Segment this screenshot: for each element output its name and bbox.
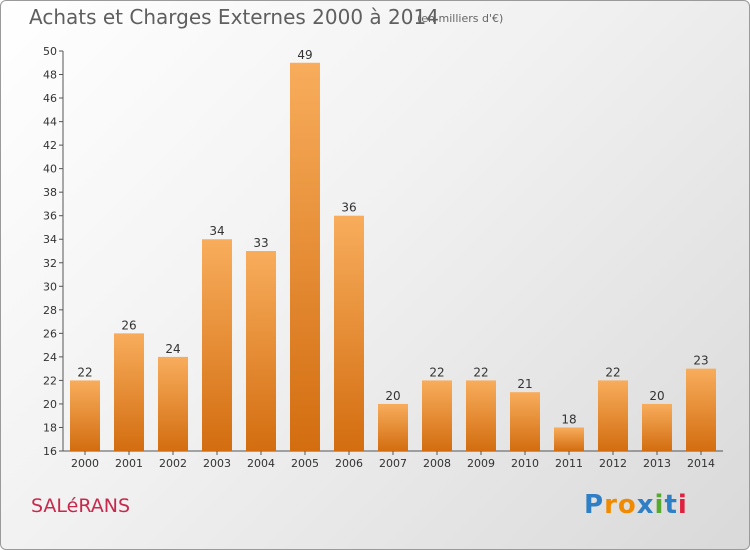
- y-tick-label: 32: [43, 257, 57, 270]
- bar: [554, 427, 584, 451]
- y-tick-label: 20: [43, 398, 57, 411]
- bar: [422, 380, 452, 451]
- bar-value-label: 26: [121, 318, 136, 332]
- logo-letter: i: [677, 490, 688, 520]
- y-tick-label: 28: [43, 304, 57, 317]
- chart-title: Achats et Charges Externes 2000 à 2014: [29, 5, 439, 29]
- bar: [598, 380, 628, 451]
- x-tick-label: 2007: [379, 457, 407, 470]
- y-axis: 16 18 20 22 24 26 28 30 32 34 36 38 40 42 44 46 48 50: [43, 45, 64, 458]
- x-tick-label: 2014: [687, 457, 715, 470]
- y-tick-label: 46: [43, 92, 57, 105]
- x-tick-label: 2005: [291, 457, 319, 470]
- bar-value-label: 22: [77, 365, 92, 379]
- y-tick-label: 26: [43, 327, 57, 340]
- commune-name: SALéRANS: [31, 495, 131, 517]
- y-tick-label: 24: [43, 351, 57, 364]
- y-tick-label: 22: [43, 374, 57, 387]
- x-tick-label: 2012: [599, 457, 627, 470]
- x-tick-label: 2003: [203, 457, 231, 470]
- x-tick-label: 2010: [511, 457, 539, 470]
- bar: [246, 251, 276, 451]
- bar: [334, 215, 364, 451]
- x-tick-label: 2006: [335, 457, 363, 470]
- logo-letter: o: [617, 490, 637, 520]
- x-tick-label: 2001: [115, 457, 143, 470]
- bar: [686, 368, 716, 451]
- logo-letter: i: [654, 490, 665, 520]
- x-tick-label: 2009: [467, 457, 495, 470]
- bar: [70, 380, 100, 451]
- x-tick-label: 2011: [555, 457, 583, 470]
- bar: [158, 356, 188, 451]
- bar-value-label: 24: [165, 342, 180, 356]
- bar-value-label: 34: [209, 224, 224, 238]
- proxiti-logo[interactable]: Proxiti: [584, 490, 688, 520]
- x-tick-label: 2004: [247, 457, 275, 470]
- logo-letter: x: [636, 490, 655, 520]
- bar-value-label: 20: [649, 389, 664, 403]
- bar-value-label: 23: [693, 354, 708, 368]
- value-labels: 22 26 24 34 33 49 36 20 22 22 21 18 22 20 23: [77, 48, 708, 427]
- y-tick-label: 34: [43, 233, 57, 246]
- bars: [70, 62, 716, 451]
- bar: [466, 380, 496, 451]
- bar-value-label: 22: [605, 365, 620, 379]
- x-tick-label: 2008: [423, 457, 451, 470]
- y-tick-label: 16: [43, 445, 57, 458]
- y-tick-label: 44: [43, 116, 57, 129]
- x-tick-label: 2013: [643, 457, 671, 470]
- bar-value-label: 33: [253, 236, 268, 250]
- bar: [510, 392, 540, 451]
- y-tick-label: 42: [43, 139, 57, 152]
- bar: [642, 403, 672, 451]
- logo-letter: t: [664, 490, 678, 520]
- y-tick-label: 40: [43, 163, 57, 176]
- bar-value-label: 20: [385, 389, 400, 403]
- chart-unit: (en milliers d'€): [417, 12, 504, 25]
- x-axis: 2000 2001 2002 2003 2004 2005 2006 2007 2008 2009…: [63, 450, 723, 470]
- bar-value-label: 49: [297, 48, 312, 62]
- x-tick-label: 2002: [159, 457, 187, 470]
- logo-letter: r: [604, 490, 618, 520]
- bar-value-label: 36: [341, 201, 356, 215]
- bar-value-label: 21: [517, 377, 532, 391]
- y-tick-label: 48: [43, 69, 57, 82]
- y-tick-label: 30: [43, 280, 57, 293]
- bar-value-label: 18: [561, 412, 576, 426]
- bar: [202, 239, 232, 451]
- y-tick-label: 50: [43, 45, 57, 58]
- bar-value-label: 22: [473, 365, 488, 379]
- y-tick-label: 36: [43, 210, 57, 223]
- y-tick-label: 18: [43, 421, 57, 434]
- x-tick-label: 2000: [71, 457, 99, 470]
- bar: [378, 403, 408, 451]
- bar-value-label: 22: [429, 365, 444, 379]
- logo-letter: P: [584, 490, 605, 520]
- bar: [290, 62, 320, 451]
- bar: [114, 333, 144, 451]
- y-tick-label: 38: [43, 186, 57, 199]
